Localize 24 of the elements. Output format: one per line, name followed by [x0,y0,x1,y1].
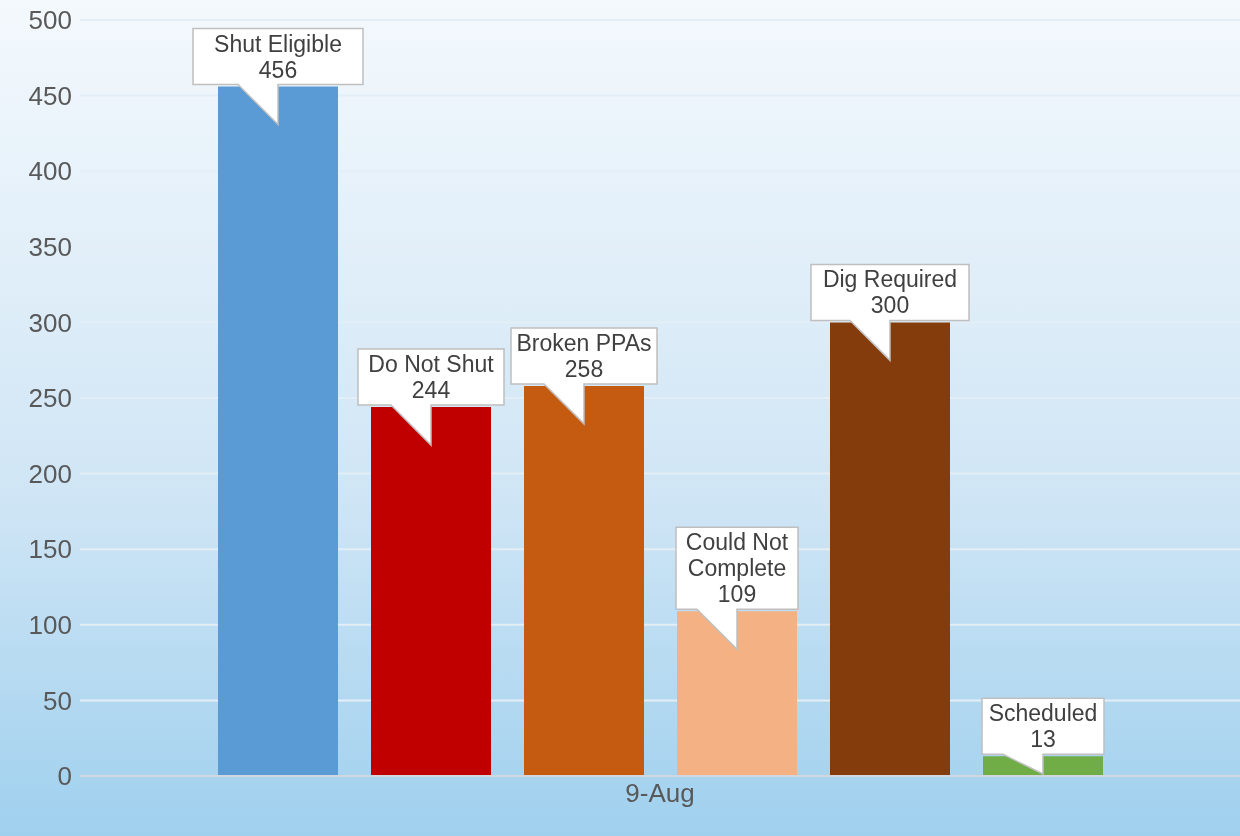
y-tick-label: 450 [28,80,72,111]
y-tick-label: 100 [28,610,72,641]
x-tick-label: 9-Aug [625,778,695,809]
series-label: Could Not Complete [685,529,789,582]
y-tick-label: 350 [28,232,72,263]
series-label: Broken PPAs [516,329,652,356]
y-tick-label: 200 [28,458,72,489]
y-tick-label: 250 [28,383,72,414]
y-tick-label: 300 [28,307,72,338]
data-label: 109 [717,581,757,608]
y-tick-label: 0 [57,761,72,792]
data-label: 244 [411,377,451,404]
data-label: 456 [258,56,298,83]
y-tick-label: 50 [43,685,72,716]
series-label: Dig Required [822,266,958,293]
data-label: 258 [564,355,604,382]
y-tick-label: 400 [28,156,72,187]
data-label: 13 [1030,726,1056,753]
series-label: Scheduled [988,700,1098,727]
y-tick-label: 150 [28,534,72,565]
data-label: 300 [870,292,910,319]
series-label: Do Not Shut [368,351,495,378]
series-label: Shut Eligible [214,30,342,57]
y-tick-label: 500 [28,5,72,36]
